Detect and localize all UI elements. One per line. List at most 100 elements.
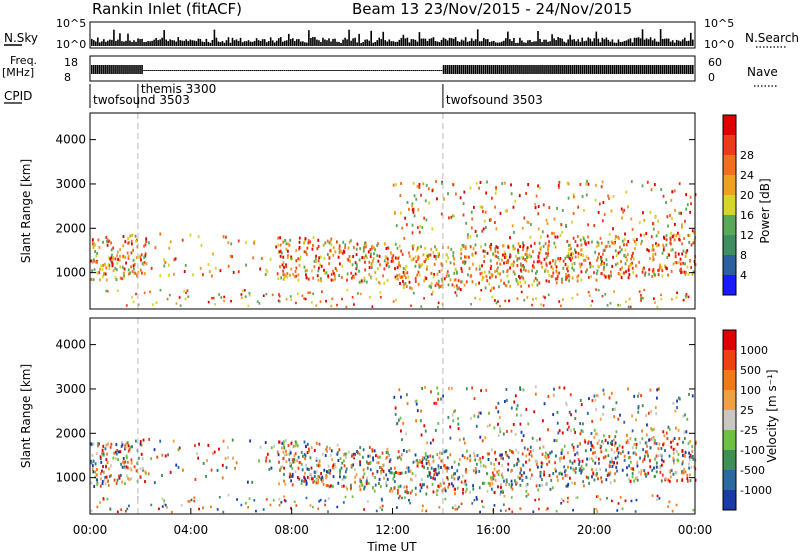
data-point xyxy=(304,297,307,301)
data-point xyxy=(336,451,339,455)
data-point xyxy=(511,224,514,228)
data-point xyxy=(342,477,345,481)
data-point xyxy=(310,466,313,470)
data-point xyxy=(662,459,665,463)
data-point xyxy=(647,249,650,253)
data-point xyxy=(99,267,101,271)
data-point xyxy=(616,448,618,452)
data-point xyxy=(579,238,582,242)
data-point xyxy=(603,392,606,396)
data-point xyxy=(144,243,147,247)
data-point xyxy=(315,254,318,258)
data-point xyxy=(658,268,661,272)
data-point xyxy=(318,475,321,479)
data-point xyxy=(663,434,666,438)
data-point xyxy=(597,241,600,245)
data-point xyxy=(361,256,364,260)
freq-bar xyxy=(480,65,483,74)
data-point xyxy=(556,206,558,210)
data-point xyxy=(685,193,688,197)
data-point xyxy=(311,477,313,481)
data-point xyxy=(528,253,531,257)
data-point xyxy=(244,295,247,298)
freq-bar xyxy=(163,70,165,71)
data-point xyxy=(94,475,97,479)
data-point xyxy=(283,479,285,483)
data-point xyxy=(489,246,492,250)
data-point xyxy=(593,478,596,482)
data-point xyxy=(554,259,557,263)
data-point xyxy=(610,209,613,213)
nsky-bar xyxy=(472,40,475,46)
data-point xyxy=(110,259,113,263)
data-point xyxy=(591,468,593,472)
data-point xyxy=(436,272,439,276)
data-point xyxy=(363,508,366,511)
freq-bar xyxy=(119,65,121,74)
data-point xyxy=(517,457,519,461)
data-point xyxy=(433,262,436,266)
data-point xyxy=(608,196,610,200)
freq-bar xyxy=(476,65,479,74)
nsky-bar xyxy=(171,40,173,46)
data-point xyxy=(587,290,590,294)
data-point xyxy=(102,465,104,469)
nsky-bar xyxy=(635,37,638,46)
data-point xyxy=(545,483,547,487)
data-point xyxy=(440,465,442,469)
freq-bar xyxy=(157,70,159,71)
data-point xyxy=(399,275,402,279)
data-point xyxy=(488,270,491,274)
data-point xyxy=(446,272,449,276)
data-point xyxy=(109,445,112,449)
data-point xyxy=(576,444,579,448)
data-point xyxy=(283,273,286,277)
nsky-bar xyxy=(241,42,244,46)
data-point xyxy=(593,428,596,432)
data-point xyxy=(433,272,436,276)
data-point xyxy=(434,467,437,471)
data-point xyxy=(166,297,169,301)
data-point xyxy=(495,301,498,305)
data-point xyxy=(548,460,551,464)
data-point xyxy=(127,466,129,470)
data-point xyxy=(380,471,383,475)
data-point xyxy=(426,455,429,459)
data-point xyxy=(371,259,374,263)
data-point xyxy=(331,466,334,470)
freq-bar xyxy=(273,70,276,71)
nsky-bar xyxy=(350,40,352,46)
data-point xyxy=(399,264,402,268)
freq-bar xyxy=(410,70,413,71)
data-point xyxy=(240,503,243,507)
data-point xyxy=(479,510,482,514)
data-point xyxy=(554,467,556,471)
data-point xyxy=(667,425,670,429)
data-point xyxy=(329,453,332,457)
data-point xyxy=(456,287,459,291)
data-point xyxy=(684,262,686,266)
data-point xyxy=(453,410,455,414)
data-point xyxy=(96,251,99,255)
nsky-bar xyxy=(452,38,455,46)
data-point xyxy=(126,251,129,255)
nsky-bar xyxy=(227,37,230,46)
data-point xyxy=(667,505,670,508)
data-point xyxy=(554,277,557,281)
data-point xyxy=(401,226,404,230)
freq-bar xyxy=(474,65,477,74)
data-point xyxy=(197,456,200,460)
data-point xyxy=(505,482,508,486)
data-point xyxy=(587,256,590,260)
data-point xyxy=(406,271,409,275)
nsky-bar xyxy=(205,38,208,46)
data-point xyxy=(313,474,316,478)
data-point xyxy=(522,276,525,280)
data-point xyxy=(628,455,631,459)
data-point xyxy=(655,242,657,246)
freq-bar xyxy=(294,70,296,71)
data-point xyxy=(90,459,92,463)
data-point xyxy=(119,473,122,477)
freq-bar xyxy=(649,65,652,74)
data-point xyxy=(435,257,437,261)
